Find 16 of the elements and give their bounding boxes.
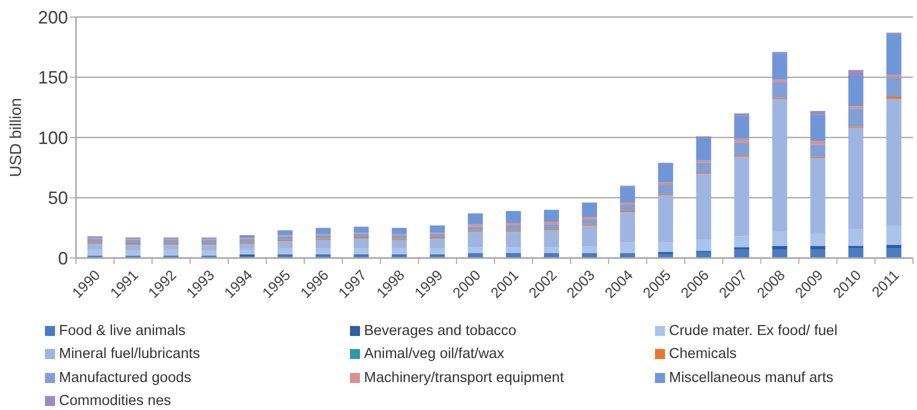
legend-label: Chemicals xyxy=(669,346,737,362)
y-tick-label: 0 xyxy=(58,248,68,268)
legend-label: Manufactured goods xyxy=(59,370,192,386)
y-axis-title: USD billion xyxy=(8,98,24,178)
legend-label: Machinery/transport equipment xyxy=(364,370,564,386)
y-tick-label: 50 xyxy=(48,188,68,208)
legend-label: Mineral fuel/lubricants xyxy=(59,346,200,362)
y-tick-label: 150 xyxy=(38,68,68,88)
legend-label: Food & live animals xyxy=(59,322,186,338)
legend-label: Animal/veg oil/fat/wax xyxy=(364,346,504,362)
legend-label: Miscellaneous manuf arts xyxy=(669,370,834,386)
y-tick-label: 100 xyxy=(38,128,68,148)
legend-label: Beverages and tobacco xyxy=(364,322,516,338)
y-tick-label: 200 xyxy=(38,7,68,28)
legend-label: Crude mater. Ex food/ fuel xyxy=(669,322,838,338)
legend-label: Commodities nes xyxy=(59,393,172,409)
